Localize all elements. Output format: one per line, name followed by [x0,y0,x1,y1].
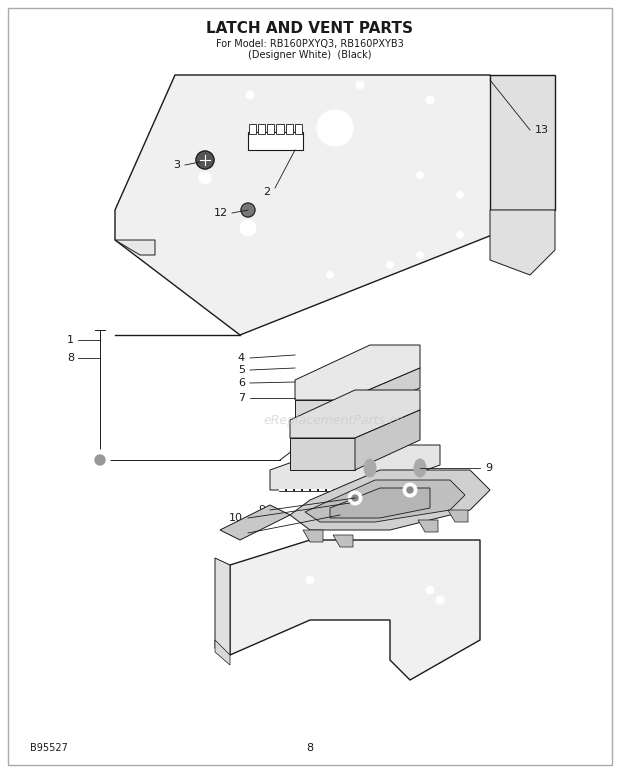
Circle shape [346,636,354,644]
Circle shape [417,172,423,179]
Circle shape [199,172,211,184]
Circle shape [436,596,444,604]
Text: 4: 4 [238,353,245,363]
Text: 3: 3 [173,160,180,170]
Circle shape [426,586,434,594]
Circle shape [403,483,417,497]
Circle shape [327,271,334,278]
Circle shape [90,450,110,470]
Bar [295,124,302,134]
Bar [258,124,265,134]
Text: 10: 10 [229,513,243,523]
Circle shape [240,220,256,236]
Polygon shape [448,510,468,522]
Polygon shape [215,558,230,655]
Text: eReplacementParts.com: eReplacementParts.com [264,414,416,427]
Circle shape [241,203,255,217]
Text: LATCH AND VENT PARTS: LATCH AND VENT PARTS [206,21,414,36]
Text: 2: 2 [263,187,270,197]
Polygon shape [270,445,440,490]
Polygon shape [295,345,420,400]
Text: 8: 8 [67,353,74,363]
Text: 9: 9 [485,463,492,473]
Bar [286,124,293,134]
Polygon shape [230,540,480,680]
Circle shape [323,116,347,140]
Circle shape [348,491,362,505]
Circle shape [95,455,105,465]
Bar [248,132,303,150]
Circle shape [246,91,254,99]
Text: 8: 8 [306,743,314,753]
Polygon shape [490,75,555,210]
Text: 1: 1 [67,335,74,345]
Bar [277,124,284,134]
Circle shape [356,81,364,89]
Polygon shape [490,210,555,275]
Polygon shape [220,505,290,540]
Text: 12: 12 [214,208,228,218]
Circle shape [196,151,214,169]
Polygon shape [355,410,420,470]
Text: 13: 13 [535,125,549,135]
Bar [267,124,275,134]
Text: (Designer White)  (Black): (Designer White) (Black) [248,50,372,60]
Text: B95527: B95527 [30,743,68,753]
Text: 9: 9 [258,505,265,515]
Polygon shape [345,368,420,418]
Circle shape [306,576,314,584]
Text: 5: 5 [238,365,245,375]
Circle shape [317,110,353,146]
Circle shape [407,487,413,493]
Circle shape [456,231,464,239]
Text: 11: 11 [229,528,243,538]
Circle shape [352,495,358,501]
Text: For Model: RB160PXYQ3, RB160PXYB3: For Model: RB160PXYQ3, RB160PXYB3 [216,39,404,49]
Polygon shape [295,400,345,418]
Polygon shape [290,438,355,470]
Polygon shape [115,240,155,255]
Bar [249,124,256,134]
Polygon shape [290,470,490,530]
Text: 6: 6 [238,378,245,388]
Polygon shape [303,530,323,542]
Polygon shape [215,640,230,665]
Polygon shape [115,75,555,335]
Text: 7: 7 [238,393,245,403]
Polygon shape [418,520,438,532]
Ellipse shape [414,459,426,477]
Circle shape [386,261,394,268]
Polygon shape [333,535,353,547]
Circle shape [417,251,423,258]
Polygon shape [305,480,465,522]
Polygon shape [290,390,420,438]
Circle shape [426,96,434,104]
Polygon shape [330,488,430,518]
Ellipse shape [364,459,376,477]
Circle shape [456,192,464,199]
